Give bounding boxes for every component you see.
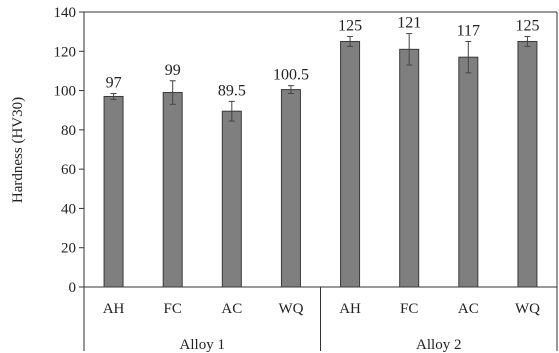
bar: [340, 40, 361, 288]
category-label: AC: [221, 301, 242, 317]
category-label: AC: [458, 301, 479, 317]
data-label: 125: [338, 18, 362, 35]
y-tick-label: 40: [61, 201, 76, 217]
y-tick-label: 0: [69, 280, 77, 296]
group-label: Alloy 1: [180, 337, 225, 353]
data-label: 125: [515, 18, 539, 35]
category-label: FC: [400, 301, 418, 317]
bar: [517, 40, 538, 288]
group-label: Alloy 2: [416, 337, 461, 353]
y-tick-label: 140: [54, 5, 77, 21]
error-bars: [110, 33, 531, 122]
category-label: WQ: [278, 301, 303, 317]
y-tick-label: 60: [61, 162, 76, 178]
y-axis-title: Hardness (HV30): [10, 97, 26, 203]
axes: [83, 11, 558, 351]
category-label: FC: [164, 301, 182, 317]
bar: [103, 95, 124, 288]
y-tick-label: 120: [54, 44, 77, 60]
bar: [280, 89, 301, 288]
category-label: WQ: [515, 301, 540, 317]
bar: [221, 110, 242, 288]
bar: [399, 48, 420, 288]
category-label: AH: [339, 301, 361, 317]
y-tick-labels: 0 20 40 60 80 100 120 140: [54, 5, 84, 296]
y-tick-label: 80: [61, 123, 76, 139]
group-labels: Alloy 1 Alloy 2: [180, 337, 462, 353]
data-label: 97: [106, 75, 122, 92]
category-labels: AH FC AC WQ AH FC AC WQ: [103, 301, 540, 317]
data-label: 89.5: [218, 82, 246, 99]
data-label: 99: [165, 62, 181, 79]
data-label: 100.5: [273, 67, 309, 84]
data-label: 117: [457, 22, 480, 39]
bar: [458, 56, 479, 288]
data-labels: 97 99 89.5 100.5 125 121 117 125: [106, 15, 540, 100]
y-tick-label: 20: [61, 241, 76, 257]
bar: [162, 92, 183, 288]
bars: [103, 40, 538, 288]
data-label: 121: [397, 15, 421, 32]
y-tick-label: 100: [54, 84, 77, 100]
category-label: AH: [103, 301, 125, 317]
